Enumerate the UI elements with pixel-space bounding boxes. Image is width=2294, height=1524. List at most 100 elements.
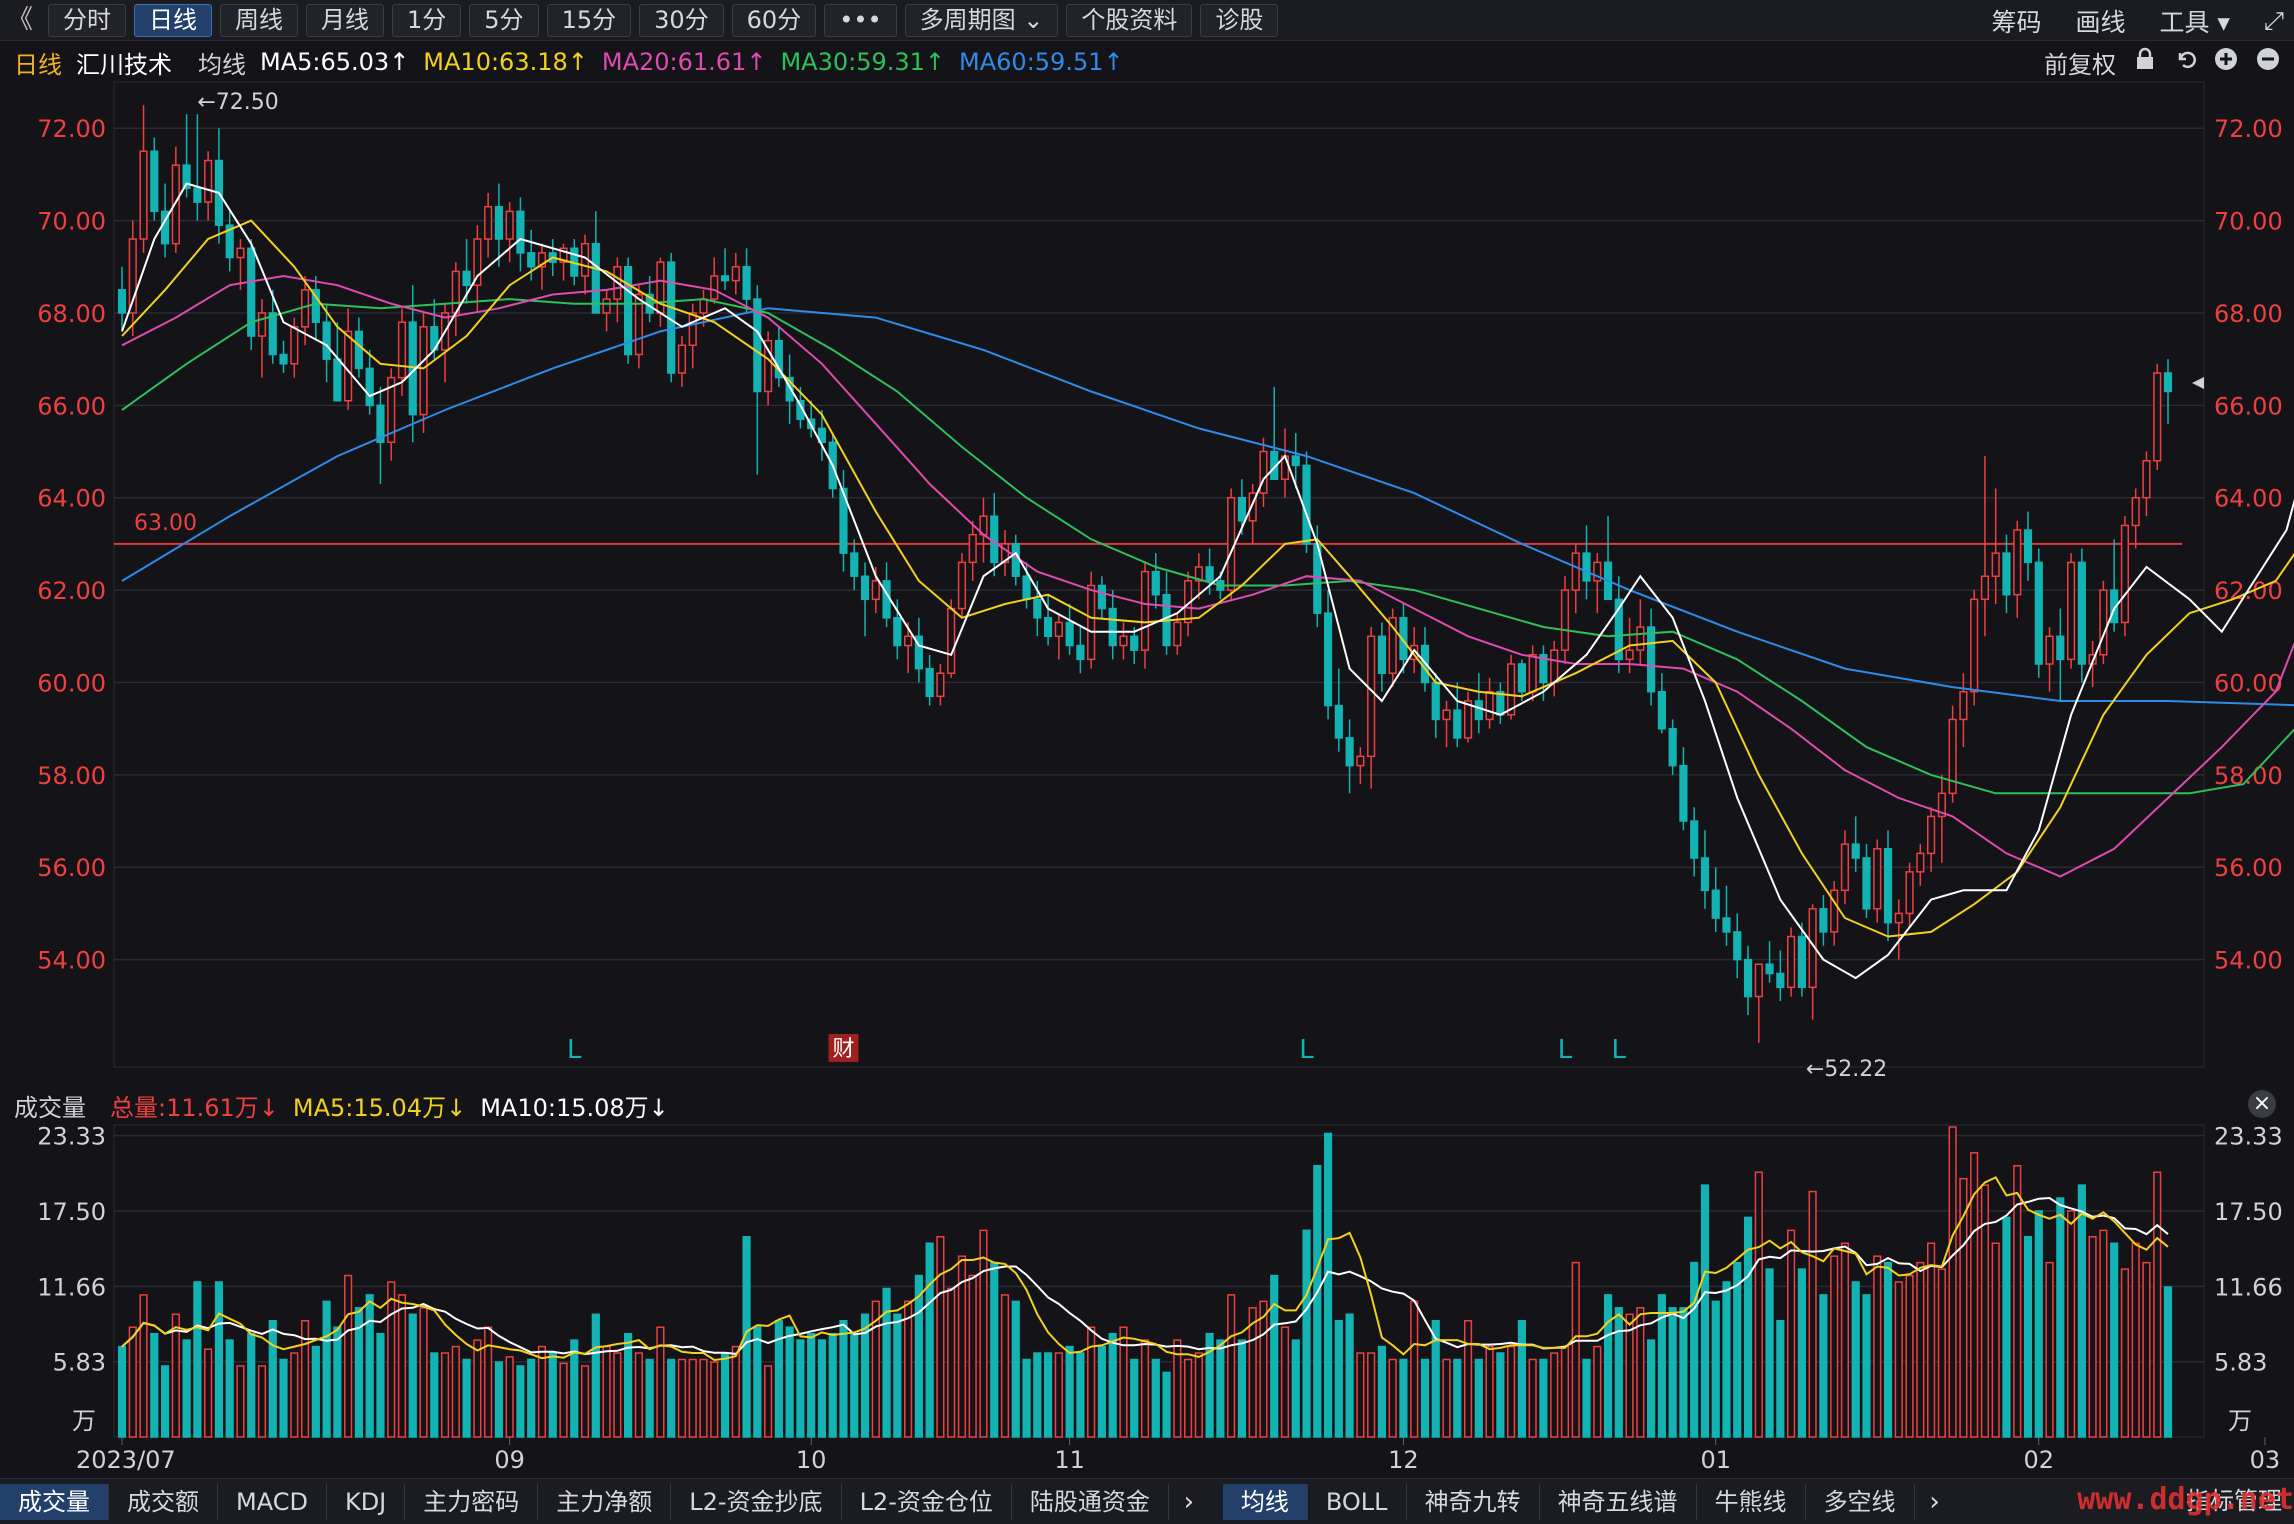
candle-body [1367,635,1376,758]
undo-icon[interactable] [2174,47,2196,77]
price-pane-frame [113,81,2205,1068]
tab-boll[interactable]: BOLL [1308,1483,1407,1520]
tab-1min[interactable]: 1分 [392,3,462,37]
volume-bar [1087,1326,1096,1438]
tab-l2-position[interactable]: L2-资金仓位 [842,1483,1012,1520]
tab-ma[interactable]: 均线 [1222,1483,1308,1520]
tab-kdj[interactable]: KDJ [327,1483,406,1520]
volume-bar [667,1358,676,1438]
candle-body [925,667,934,698]
candle-body [182,164,191,189]
zoom-out-icon[interactable] [2256,47,2280,77]
tab-volume[interactable]: 成交量 [0,1483,109,1520]
price-tick-label-left: 58.00 [37,762,106,790]
tab-bull-bear[interactable]: 牛熊线 [1697,1483,1806,1520]
volume-bar [1356,1352,1365,1438]
zoom-in-icon[interactable] [2214,47,2238,77]
volume-bar [1873,1255,1882,1438]
volume-bar [677,1358,687,1438]
diagnose-button[interactable]: 诊股 [1200,3,1279,37]
candle-body [731,266,740,282]
more-periods-button[interactable]: ••• [824,3,897,37]
volume-tick-label-left: 23.33 [37,1123,106,1151]
candle-body [1108,607,1117,647]
candle-body [1140,570,1150,651]
tab-15min[interactable]: 15分 [546,3,632,37]
price-tick-label-right: 64.00 [2214,485,2283,513]
ma-title[interactable]: 均线 [198,50,246,79]
volume-bar [537,1345,547,1438]
tab-main-code[interactable]: 主力密码 [405,1483,539,1520]
candle-body [1819,908,1828,933]
volume-bar [2099,1229,2108,1438]
tab-long-short[interactable]: 多空线 [1806,1483,1915,1520]
volume-bar [1754,1171,1763,1438]
candle-body [516,210,525,254]
volume-ma5-line [121,1176,2169,1362]
tab-main-net[interactable]: 主力净额 [538,1483,672,1520]
candle-body [1830,889,1839,933]
candle-body [1345,737,1354,767]
tab-magic-nine[interactable]: 神奇九转 [1407,1483,1540,1520]
x-axis-label: 12 [1388,1446,1419,1474]
tab-turnover[interactable]: 成交额 [109,1483,218,1520]
fullscreen-icon[interactable]: ⤢ [2263,5,2284,35]
volume-bar [979,1229,988,1438]
tab-monthly[interactable]: 月线 [306,3,384,37]
chevron-right-icon[interactable]: › [1183,1486,1195,1517]
chevron-right-icon[interactable]: › [1929,1486,1940,1517]
candle-body [1399,617,1408,661]
tab-60min[interactable]: 60分 [731,3,817,37]
volume-bar [1539,1358,1548,1438]
current-price-pointer [2192,377,2204,389]
tab-magic-five[interactable]: 神奇五线谱 [1540,1483,1697,1520]
draw-line-button[interactable]: 画线 [2075,7,2126,37]
volume-bar [193,1281,202,1438]
candle-body [2153,372,2162,462]
volume-bar [419,1307,428,1438]
tab-northbound[interactable]: 陆股通资金 [1012,1483,1169,1520]
candle-body [268,312,277,356]
lock-icon[interactable] [2134,47,2156,77]
volume-bar [1410,1300,1419,1438]
close-volume-icon[interactable]: × [2248,1090,2276,1118]
candle-body [1851,843,1860,859]
candle-body [1291,455,1300,467]
volume-bar [494,1361,503,1438]
volume-bar [268,1320,277,1438]
tab-macd[interactable]: MACD [218,1483,327,1520]
volume-bar [1937,1268,1946,1438]
volume-bar [591,1313,600,1438]
stock-profile-button[interactable]: 个股资料 [1066,3,1193,37]
tab-weekly[interactable]: 周线 [220,3,298,37]
tab-intraday[interactable]: 分时 [48,3,126,37]
candle-body [344,330,353,402]
low-marker: L [1299,1035,1314,1065]
back-button[interactable]: 《 [6,4,33,35]
candle-body [634,293,643,356]
adjust-mode-button[interactable]: 前复权 [2044,50,2116,79]
kline-chart[interactable]: 72.00 72.00 70.00 70.00 68.00 68.00 66.00 66.00… [0,0,2294,1478]
tab-l2-bottom[interactable]: L2-资金抄底 [671,1483,842,1520]
tab-30min[interactable]: 30分 [639,3,724,37]
chip-button[interactable]: 筹码 [1991,7,2042,37]
volume-title: 成交量 [14,1093,86,1122]
tools-dropdown[interactable]: 工具 ▾ [2159,7,2230,37]
volume-bar [1291,1339,1300,1438]
tab-5min[interactable]: 5分 [469,3,539,37]
volume-bar [2110,1242,2119,1438]
candle-body [968,533,977,564]
multi-period-dropdown[interactable]: 多周期图 ⌄ [904,3,1059,37]
volume-bar [2013,1165,2022,1438]
volume-bar [1743,1216,1753,1438]
candle-body [537,252,547,268]
candle-body [688,312,697,347]
indicator-manage-button[interactable]: 指标管理 [2174,1480,2294,1522]
volume-bar [1657,1294,1666,1438]
candle-body [591,242,600,314]
tab-daily[interactable]: 日线 [134,3,212,37]
volume-bar [1151,1358,1160,1438]
volume-bar [1905,1274,1914,1438]
candle-body [1754,963,1763,998]
volume-bar [1345,1313,1354,1438]
